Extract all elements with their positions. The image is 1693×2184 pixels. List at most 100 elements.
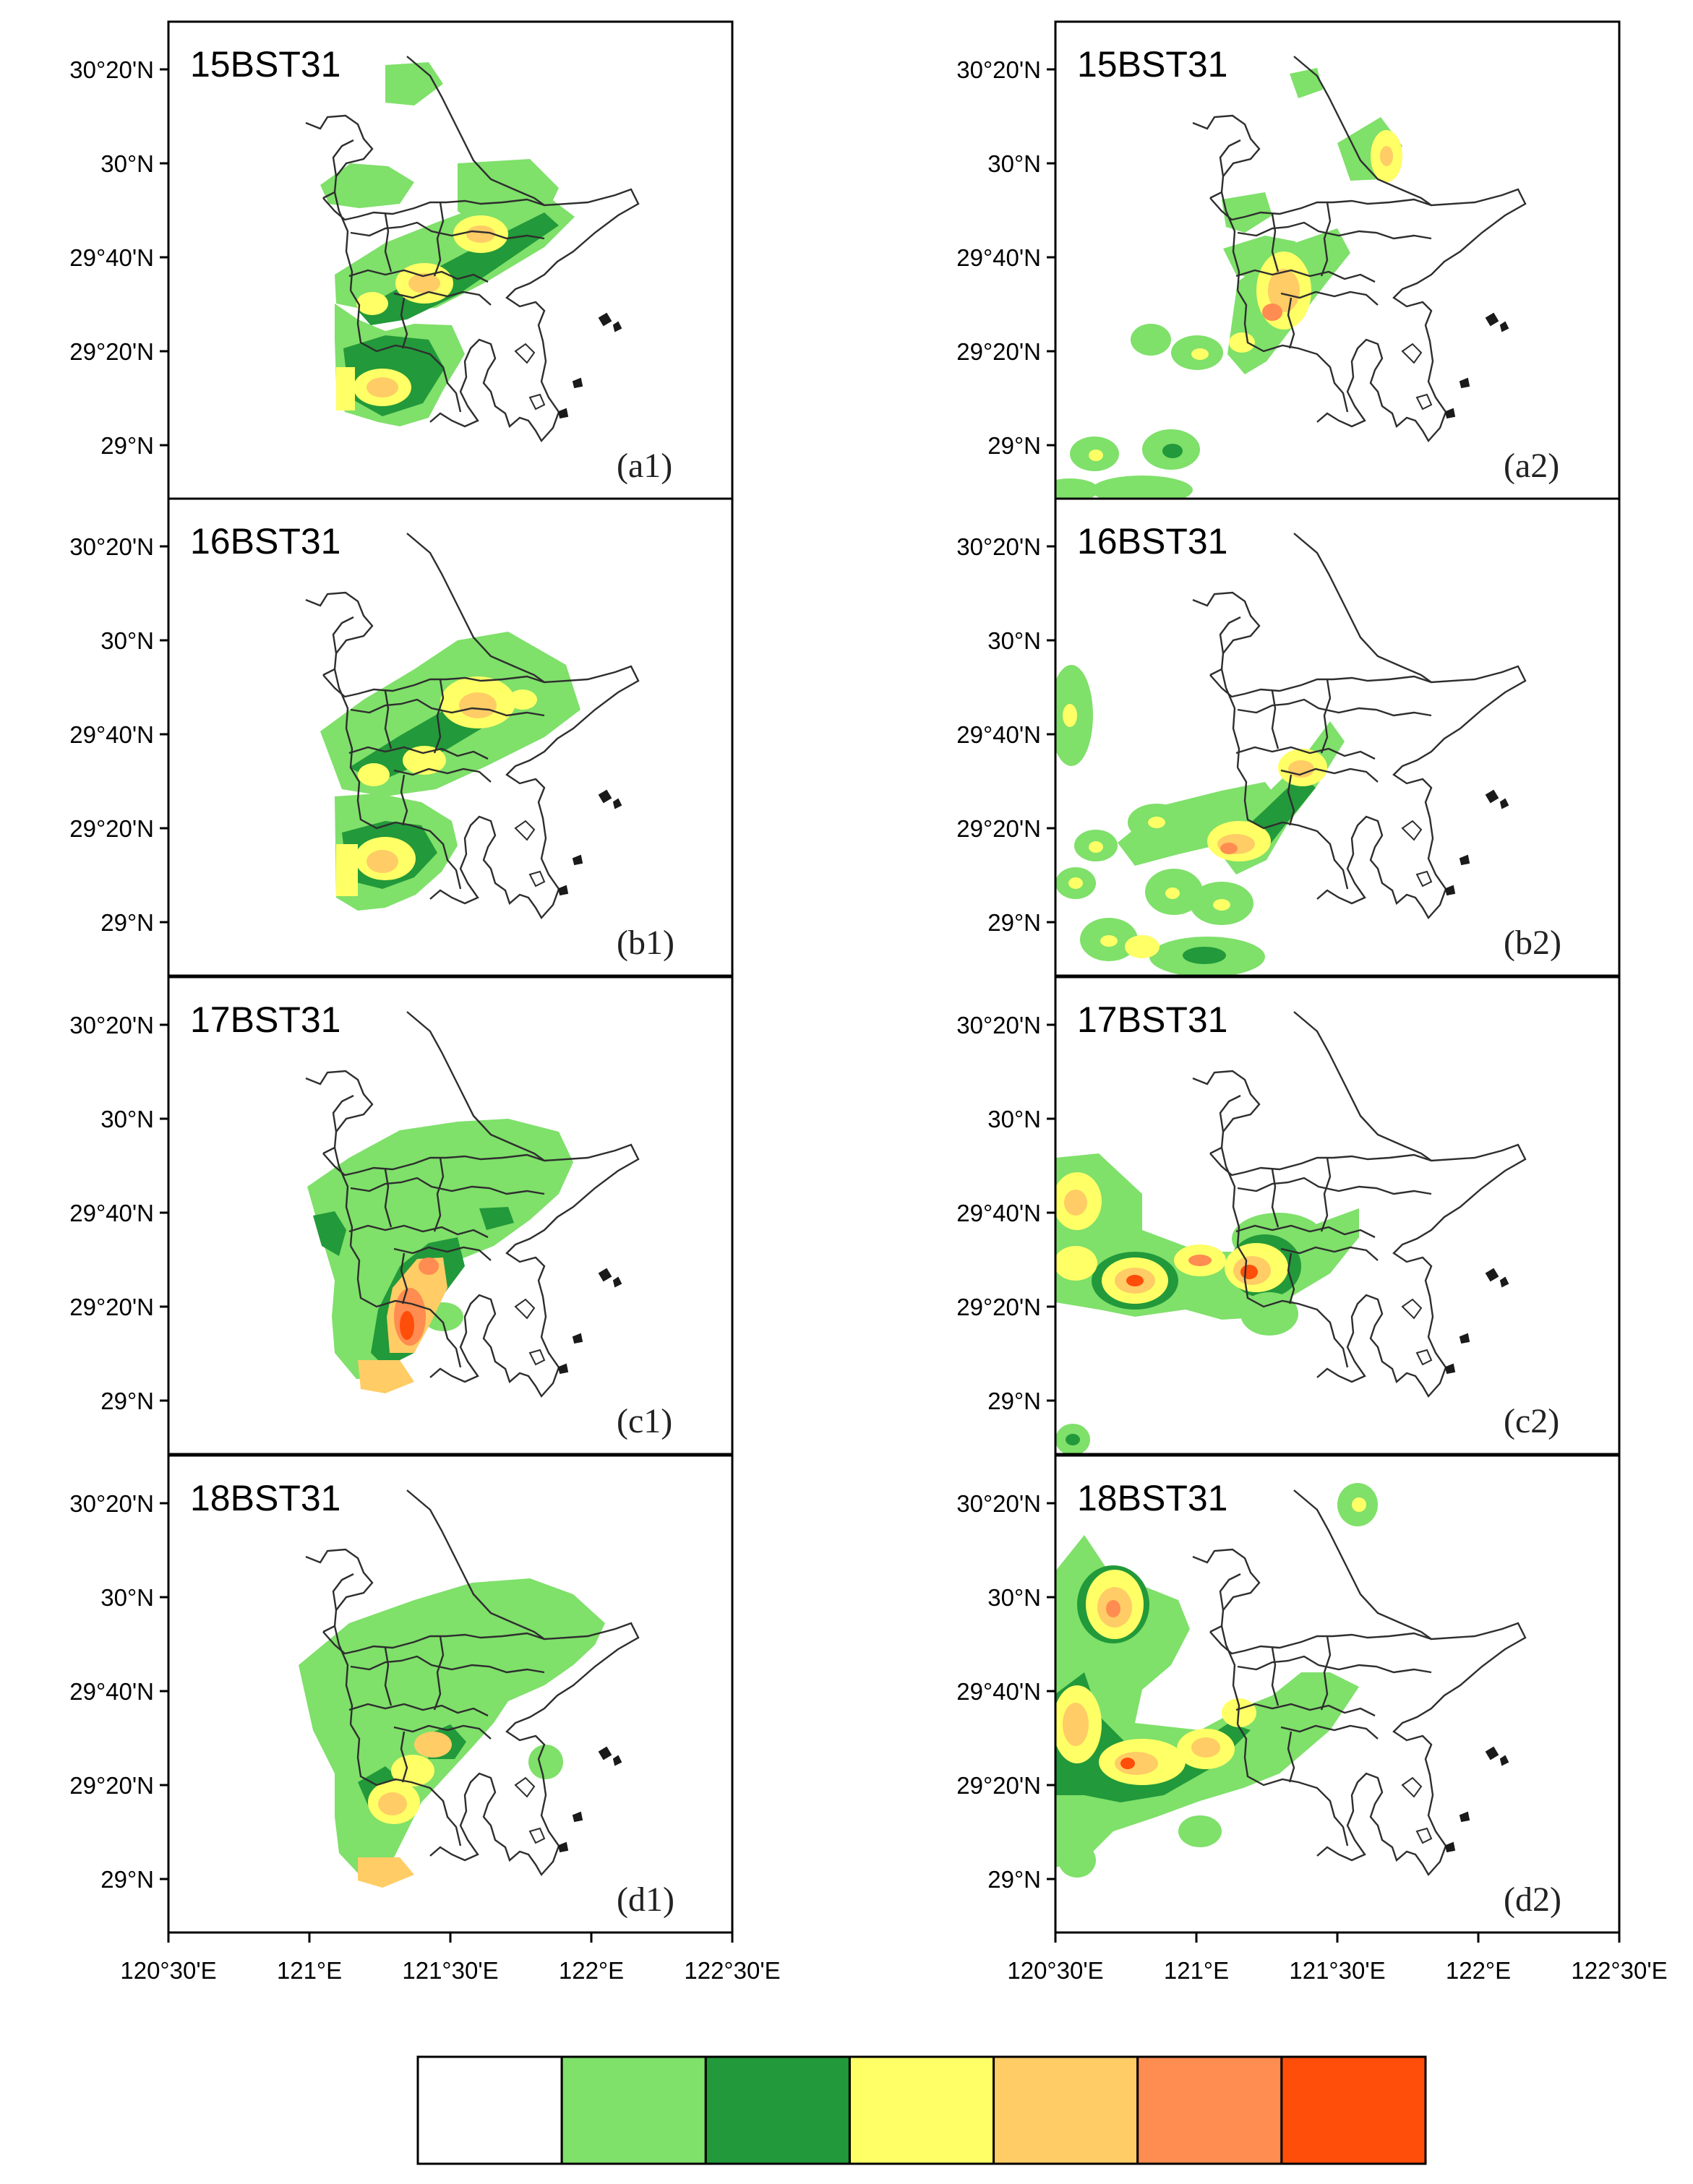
colorbar-swatch — [560, 2055, 707, 2165]
lat-tick-label: 29°N — [100, 1866, 154, 1893]
lat-tick-label: 30°20'N — [956, 533, 1041, 560]
precip-cell — [356, 292, 388, 315]
lat-tick-label: 30°N — [987, 627, 1041, 654]
precip-shading — [320, 62, 575, 426]
precip-cell — [1188, 1255, 1212, 1266]
panel-frame — [1054, 976, 1621, 1456]
lon-tick-label: 122°30'E — [1571, 1957, 1667, 1984]
panel-title: 16BST31 — [1077, 521, 1227, 562]
panel-title: 18BST31 — [190, 1478, 340, 1518]
precip-area — [336, 844, 358, 896]
lat-tick-label: 30°20'N — [956, 1012, 1041, 1039]
panel-id: (b1) — [617, 924, 674, 962]
precip-cell — [1126, 1275, 1144, 1286]
map-panel: 30°20'N 30°N 29°40'N 29°20'N 29°N 16BST31 (b2) — [956, 497, 1621, 977]
precip-cell — [1220, 843, 1238, 854]
precip-cell — [1131, 324, 1171, 356]
precip-cell — [528, 1745, 563, 1779]
precip-cell — [414, 1732, 452, 1758]
lat-tick-label: 30°N — [100, 150, 154, 177]
precip-cell — [1213, 899, 1230, 911]
precip-shading — [1055, 68, 1402, 499]
precip-cell — [378, 1792, 407, 1815]
lon-tick-label: 121°30'E — [402, 1957, 498, 1984]
map-panel: 30°20'N 30°N 29°40'N 29°20'N 29°N 18BST31 (d1)… — [69, 1454, 781, 1984]
panel-frame — [167, 976, 734, 1456]
precip-cell — [1100, 935, 1118, 947]
lat-tick-label: 29°40'N — [69, 1200, 154, 1226]
lat-tick-label: 29°20'N — [69, 1294, 154, 1320]
precip-cell — [1380, 146, 1393, 166]
lat-tick-label: 29°20'N — [69, 815, 154, 842]
map-panel: 30°20'N 30°N 29°40'N 29°20'N 29°N 17BST31 (c2) — [956, 976, 1621, 1456]
precip-area — [313, 1211, 346, 1256]
lat-tick-label: 29°40'N — [69, 1678, 154, 1705]
precip-cell — [1191, 348, 1209, 360]
precip-area — [335, 194, 575, 312]
panel-id: (c2) — [1504, 1402, 1559, 1440]
lat-tick-label: 30°N — [100, 627, 154, 654]
lat-tick-label: 29°N — [100, 909, 154, 936]
panel-id: (a1) — [617, 447, 672, 485]
lat-tick-label: 29°20'N — [956, 1772, 1041, 1799]
precip-cell — [1106, 1600, 1120, 1617]
panel-frame — [1054, 497, 1621, 977]
precip-cell — [1064, 1190, 1087, 1216]
precip-cell — [1268, 269, 1300, 312]
colorbar-label: 70.0 — [1241, 2179, 1321, 2184]
precip-cell — [1120, 1758, 1135, 1769]
map-panel: 30°20'N 30°N 29°40'N 29°20'N 29°N 16BST31 (b1) — [69, 497, 734, 977]
precip-cell — [400, 1311, 414, 1340]
panel-id: (c1) — [617, 1402, 672, 1440]
lat-tick-label: 29°N — [100, 1388, 154, 1414]
lat-tick-label: 29°N — [987, 1388, 1041, 1414]
precip-cell — [1183, 947, 1226, 964]
lon-tick-label: 120°30'E — [120, 1957, 216, 1984]
colorbar-label: 30.0 — [953, 2179, 1034, 2184]
precip-cell — [1125, 935, 1160, 958]
map-panel: 30°20'N 30°N 29°40'N 29°20'N 29°N 15BST31 (a1) — [69, 20, 734, 500]
colorbar-label: 20.0 — [810, 2179, 890, 2184]
colorbar-swatch — [416, 2055, 563, 2165]
precip-shading — [1055, 1153, 1359, 1454]
precip-cell — [1229, 332, 1255, 353]
lat-tick-label: 29°40'N — [956, 1200, 1041, 1226]
precip-area — [320, 163, 414, 208]
precip-cell — [508, 689, 537, 710]
lat-tick-label: 30°20'N — [69, 1012, 154, 1039]
panel-title: 15BST31 — [1077, 44, 1227, 85]
colorbar-label: 50.0 — [1097, 2179, 1178, 2184]
precip-cell — [1063, 704, 1077, 727]
lat-tick-label: 30°N — [987, 1584, 1041, 1611]
precip-cell — [1262, 304, 1282, 321]
precip-cell — [1162, 444, 1183, 458]
lat-tick-label: 29°40'N — [956, 721, 1041, 748]
lat-tick-label: 29°20'N — [956, 1294, 1041, 1320]
precip-cell — [1240, 1265, 1258, 1279]
colorbar-label: 0.1 — [532, 2179, 592, 2184]
precip-cell — [1068, 877, 1083, 889]
panel-id: (b2) — [1504, 924, 1561, 962]
precip-area — [479, 1207, 514, 1230]
colorbar-swatch — [1136, 2055, 1283, 2165]
precip-cell — [1352, 1497, 1366, 1512]
lat-tick-label: 29°40'N — [69, 244, 154, 271]
precip-cell — [1148, 817, 1165, 828]
precip-cell — [1089, 450, 1103, 461]
precip-area — [358, 1360, 414, 1393]
lat-tick-label: 29°20'N — [69, 1772, 154, 1799]
precip-shading — [299, 1578, 605, 1888]
panel-title: 17BST31 — [190, 999, 340, 1040]
precip-area — [1222, 192, 1272, 233]
colorbar: 0.1 10.0 20.0 30.0 50.0 70.0 — [416, 2055, 1427, 2184]
colorbar-swatch — [993, 2055, 1139, 2165]
map-panel: 30°20'N 30°N 29°40'N 29°20'N 29°N 17BST31 (c1) — [69, 976, 734, 1456]
panel-id: (a2) — [1504, 447, 1559, 485]
lat-tick-label: 30°N — [100, 1584, 154, 1611]
precip-cell — [1089, 841, 1103, 853]
panel-title: 16BST31 — [190, 521, 340, 562]
precip-area — [358, 1857, 414, 1888]
precip-cell — [419, 1257, 439, 1275]
colorbar-label: 10.0 — [666, 2179, 746, 2184]
